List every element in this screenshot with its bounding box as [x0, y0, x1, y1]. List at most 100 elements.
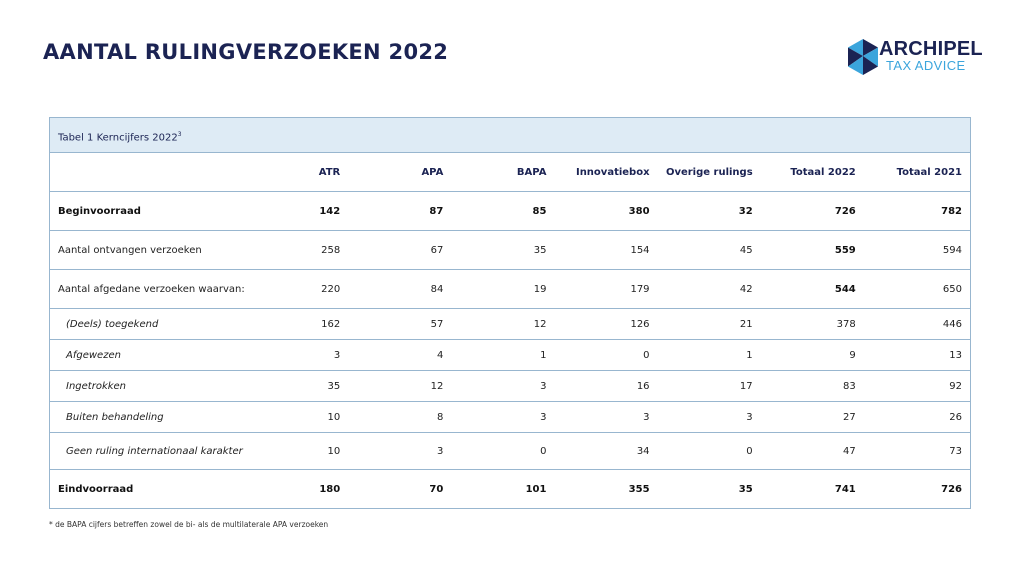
cell-value: 179 [554, 269, 658, 309]
table-caption-text: Tabel 1 Kerncijfers 2022 [58, 132, 178, 144]
cell-value: 32 [657, 191, 761, 231]
data-table: ATR APA BAPA Innovatiebox Overige ruling… [50, 153, 970, 508]
cell-value: 35 [451, 230, 555, 270]
cell-value: 67 [348, 230, 452, 270]
cell-value: 142 [221, 191, 349, 231]
cell-value: 3 [451, 370, 555, 402]
cell-value: 4 [348, 339, 452, 371]
header-cell-empty [50, 153, 222, 192]
row-label: Buiten behandeling [50, 401, 222, 433]
hexagon-triangles-icon [848, 39, 878, 75]
cell-value: 12 [348, 370, 452, 402]
row-label: Eindvoorraad [58, 483, 134, 495]
kerncijfers-table: Tabel 1 Kerncijfers 20223 ATR APA BAPA I… [49, 117, 971, 509]
cell-value: 84 [348, 269, 452, 309]
cell-value: 16 [554, 370, 658, 402]
logo-name: ARCHIPEL [879, 38, 983, 60]
cell-value: 3 [657, 401, 761, 433]
cell-value: 446 [863, 308, 970, 340]
row-label: Afgewezen [50, 339, 222, 371]
cell-value: 3 [348, 432, 452, 470]
row-label: Aantal ontvangen verzoeken [50, 230, 222, 270]
cell-value: 87 [348, 191, 452, 231]
cell-value: 378 [760, 308, 864, 340]
cell-value: 70 [429, 483, 444, 495]
table-row-ontvangen: Aantal ontvangen verzoeken 258 67 35 154… [50, 230, 970, 270]
cell-value: 726 [941, 483, 962, 495]
table-row-eindvoorraad: Eindvoorraad 180 70 101 355 35 741 726 [50, 470, 970, 509]
table-row-afgewezen: Afgewezen 3 4 1 0 1 9 13 [50, 339, 970, 371]
table-row-geen-ruling: Geen ruling internationaal karakter 10 3… [50, 432, 970, 470]
cell-value: 0 [657, 432, 761, 470]
cell-value: 154 [554, 230, 658, 270]
table-header-row: ATR APA BAPA Innovatiebox Overige ruling… [50, 153, 970, 192]
header-totaal-2022: Totaal 2022 [760, 153, 864, 192]
cell-value: 92 [863, 370, 970, 402]
footnote: * de BAPA cijfers betreffen zowel de bi-… [49, 520, 329, 529]
row-label: (Deels) toegekend [50, 308, 222, 340]
cell-value: 782 [863, 191, 970, 231]
table-caption: Tabel 1 Kerncijfers 20223 [50, 118, 970, 153]
table-row-buiten-behandeling: Buiten behandeling 10 8 3 3 3 27 26 [50, 401, 970, 433]
cell-value: 355 [628, 483, 650, 495]
cell-value: 34 [554, 432, 658, 470]
cell-value: 544 [760, 269, 864, 309]
header-totaal-2021: Totaal 2021 [863, 153, 970, 192]
cell-value: 85 [451, 191, 555, 231]
header-bapa: BAPA [451, 153, 555, 192]
header-apa: APA [348, 153, 452, 192]
cell-value: 21 [657, 308, 761, 340]
cell-value: 26 [863, 401, 970, 433]
table-row-ingetrokken: Ingetrokken 35 12 3 16 17 83 92 [50, 370, 970, 402]
cell-value: 12 [451, 308, 555, 340]
cell-value: 0 [554, 339, 658, 371]
cell-value: 220 [221, 269, 349, 309]
cell-value: 9 [760, 339, 864, 371]
table-row-beginvoorraad: Beginvoorraad 142 87 85 380 32 726 782 [50, 191, 970, 231]
cell-value: 10 [221, 401, 349, 433]
cell-value: 42 [657, 269, 761, 309]
cell-value: 258 [221, 230, 349, 270]
cell-value: 1 [451, 339, 555, 371]
row-label: Ingetrokken [50, 370, 222, 402]
cell-value: 13 [863, 339, 970, 371]
cell-value: 17 [657, 370, 761, 402]
row-label: Geen ruling internationaal karakter [50, 432, 243, 470]
header-innovatiebox: Innovatiebox [554, 153, 658, 192]
cell-value: 3 [451, 401, 555, 433]
row-label: Beginvoorraad [50, 191, 222, 231]
cell-value: 3 [554, 401, 658, 433]
cell-value: 559 [760, 230, 864, 270]
cell-value: 126 [554, 308, 658, 340]
row-label: Aantal afgedane verzoeken waarvan: [50, 269, 245, 309]
cell-value: 27 [760, 401, 864, 433]
cell-value: 19 [451, 269, 555, 309]
table-row-afgedane: Aantal afgedane verzoeken waarvan: 220 8… [50, 269, 970, 309]
cell-value: 650 [863, 269, 970, 309]
cell-value: 726 [760, 191, 864, 231]
cell-value: 380 [554, 191, 658, 231]
cell-value: 83 [760, 370, 864, 402]
cell-value: 741 [834, 483, 856, 495]
header-overige-rulings: Overige rulings [657, 153, 761, 192]
cell-value: 594 [863, 230, 970, 270]
cell-value: 57 [348, 308, 452, 340]
cell-value: 1 [657, 339, 761, 371]
cell-value: 162 [221, 308, 349, 340]
cell-value: 47 [760, 432, 864, 470]
cell-value: 3 [221, 339, 349, 371]
archipel-logo: ARCHIPEL TAX ADVICE [846, 38, 996, 78]
header-atr: ATR [221, 153, 349, 192]
cell-value: 45 [657, 230, 761, 270]
cell-value: 35 [221, 370, 349, 402]
table-row-toegekend: (Deels) toegekend 162 57 12 126 21 378 4… [50, 308, 970, 340]
cell-value: 35 [738, 483, 753, 495]
cell-value: 0 [451, 432, 555, 470]
logo-subtitle: TAX ADVICE [886, 58, 966, 73]
cell-value: 180 [319, 483, 341, 495]
table-caption-footnote-mark: 3 [177, 131, 182, 138]
cell-value: 101 [525, 483, 547, 495]
cell-value: 73 [863, 432, 970, 470]
cell-value: 8 [348, 401, 452, 433]
page-title: AANTAL RULINGVERZOEKEN 2022 [43, 40, 449, 64]
